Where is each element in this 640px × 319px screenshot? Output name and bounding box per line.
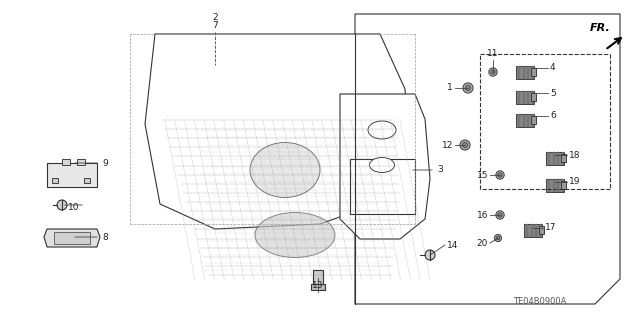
Circle shape xyxy=(498,173,502,177)
Text: 14: 14 xyxy=(447,241,458,249)
Bar xyxy=(516,114,534,127)
Circle shape xyxy=(460,140,470,150)
Circle shape xyxy=(491,70,495,74)
Circle shape xyxy=(57,200,67,210)
Text: 8: 8 xyxy=(102,233,108,241)
Text: 10: 10 xyxy=(68,203,79,211)
Bar xyxy=(518,114,520,127)
Bar xyxy=(531,93,536,101)
Text: FR.: FR. xyxy=(589,23,611,33)
Circle shape xyxy=(489,68,497,76)
Bar xyxy=(539,226,544,234)
Circle shape xyxy=(463,83,473,93)
Bar xyxy=(516,91,534,103)
Circle shape xyxy=(498,213,502,217)
Text: 15: 15 xyxy=(477,170,488,180)
Bar xyxy=(527,91,529,103)
Bar xyxy=(552,152,554,165)
Bar xyxy=(52,178,58,183)
Bar xyxy=(548,179,550,191)
Bar xyxy=(77,159,85,165)
Bar xyxy=(531,116,536,124)
Text: 18: 18 xyxy=(569,151,580,160)
Bar xyxy=(526,224,528,236)
Ellipse shape xyxy=(255,212,335,257)
Bar xyxy=(546,152,564,165)
Ellipse shape xyxy=(369,158,394,173)
Bar xyxy=(561,154,566,162)
Circle shape xyxy=(496,171,504,179)
Bar xyxy=(311,284,325,290)
Text: 13: 13 xyxy=(312,281,324,290)
Text: TE04B0900A: TE04B0900A xyxy=(513,296,566,306)
Bar xyxy=(561,152,563,165)
Bar xyxy=(546,179,564,191)
Bar xyxy=(84,178,90,183)
Text: 11: 11 xyxy=(487,49,499,58)
Bar xyxy=(557,152,559,165)
Bar xyxy=(47,163,97,187)
Text: 9: 9 xyxy=(102,159,108,167)
Bar xyxy=(518,91,520,103)
Ellipse shape xyxy=(368,121,396,139)
Polygon shape xyxy=(355,14,620,304)
Text: 7: 7 xyxy=(212,20,218,29)
Bar xyxy=(522,65,525,78)
Circle shape xyxy=(496,236,500,240)
Text: 12: 12 xyxy=(442,140,453,150)
Bar xyxy=(552,179,554,191)
Bar xyxy=(527,65,529,78)
Bar xyxy=(516,65,534,78)
Text: 2: 2 xyxy=(212,13,218,23)
Polygon shape xyxy=(340,94,430,239)
Bar xyxy=(531,91,534,103)
Bar xyxy=(531,68,536,76)
Bar xyxy=(62,159,70,165)
Bar xyxy=(54,232,90,244)
Circle shape xyxy=(463,143,468,148)
Circle shape xyxy=(496,211,504,219)
Text: 17: 17 xyxy=(545,224,557,233)
Bar xyxy=(522,114,525,127)
Circle shape xyxy=(494,234,502,241)
Bar xyxy=(531,114,534,127)
Text: 16: 16 xyxy=(477,211,488,219)
Bar xyxy=(531,65,534,78)
Bar xyxy=(518,65,520,78)
Bar xyxy=(527,114,529,127)
Text: 4: 4 xyxy=(550,63,556,72)
Bar xyxy=(524,224,542,236)
Bar xyxy=(350,159,415,214)
Text: 3: 3 xyxy=(437,166,443,174)
Text: 1: 1 xyxy=(447,84,453,93)
Bar xyxy=(548,152,550,165)
Text: 6: 6 xyxy=(550,112,556,121)
Bar xyxy=(535,224,537,236)
Polygon shape xyxy=(145,34,410,229)
Circle shape xyxy=(465,85,470,91)
Polygon shape xyxy=(44,229,100,247)
Bar xyxy=(313,270,323,286)
Bar xyxy=(561,179,563,191)
Text: 19: 19 xyxy=(569,177,580,187)
Bar xyxy=(561,181,566,189)
Circle shape xyxy=(425,250,435,260)
Bar xyxy=(540,224,541,236)
Bar xyxy=(557,179,559,191)
Bar xyxy=(522,91,525,103)
Bar xyxy=(531,224,532,236)
Text: 20: 20 xyxy=(477,239,488,248)
Ellipse shape xyxy=(250,143,320,197)
Text: 5: 5 xyxy=(550,88,556,98)
